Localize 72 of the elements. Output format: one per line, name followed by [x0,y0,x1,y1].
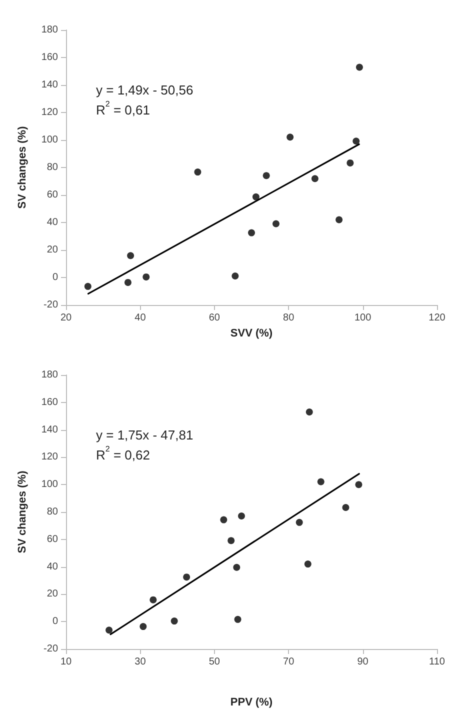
y-tick-label: 160 [41,52,58,63]
y-tick-label: 40 [46,561,58,572]
point [232,272,239,280]
y-tick-label: 0 [52,272,58,283]
x-tick-label: 60 [208,312,220,324]
y-tick-label: 100 [41,479,58,490]
point [238,512,245,520]
point [352,138,360,145]
point [234,616,242,623]
y-axis-title: SV changes (%) [16,126,28,209]
point [220,516,228,524]
point [342,504,350,511]
y-tick-label: 80 [46,162,58,173]
point [140,623,147,630]
point [346,159,354,166]
x-tick-label: 30 [134,656,146,668]
y-tick-label: 40 [46,217,58,228]
point [228,537,235,544]
x-tick-label: 120 [428,312,446,324]
point [296,518,303,526]
point [262,172,270,180]
point [272,220,280,228]
point [356,64,363,71]
point [183,574,190,581]
point [306,408,313,416]
x-tick-label: 10 [60,656,72,668]
y-tick-label: 180 [41,370,58,380]
point [170,618,178,625]
point [194,168,202,176]
y-tick-label: 120 [41,452,58,463]
point [127,252,134,260]
point [304,560,312,568]
y-tick-label: 160 [41,396,58,408]
x-axis-title: SVV (%) [230,327,273,340]
y-tick-label: 80 [46,506,58,518]
annotation: y = 1,75x - 47,81 [96,428,194,442]
annotation: y = 1,49x - 50,56 [96,82,194,98]
y-tick-label: 100 [41,134,58,146]
x-tick-label: 110 [429,656,446,668]
x-tick-label: 20 [60,312,72,324]
point [84,282,92,290]
x-tick-label: 100 [354,312,372,324]
y-tick-label: 60 [46,190,58,200]
point [233,564,240,571]
point [286,134,294,141]
y-tick-label: 120 [41,107,58,118]
y-axis-title: SV changes (%) [16,470,28,554]
x-axis-title: PPV (%) [230,696,273,708]
x-tick-label: 50 [208,656,220,668]
y-tick-label: 0 [52,616,58,628]
x-tick-label: 80 [283,312,295,324]
point [311,175,318,182]
point [106,626,113,634]
point [150,596,157,604]
x-tick-label: 70 [283,656,295,668]
point [355,481,362,488]
point [142,273,150,280]
y-tick-label: 20 [46,244,58,256]
point [124,278,132,286]
x-tick-label: 90 [357,656,369,668]
x-tick-label: 40 [134,312,146,324]
y-tick-label: 60 [46,534,58,545]
y-tick-label: 140 [41,424,58,436]
y-tick-label: 180 [41,24,58,36]
y-tick-label: 20 [46,588,58,600]
y-tick-label: -20 [44,644,58,654]
point [336,216,343,224]
point [317,478,324,486]
point [248,229,255,236]
y-tick-label: 140 [41,80,58,90]
y-tick-label: -20 [44,300,58,310]
point [252,193,260,200]
